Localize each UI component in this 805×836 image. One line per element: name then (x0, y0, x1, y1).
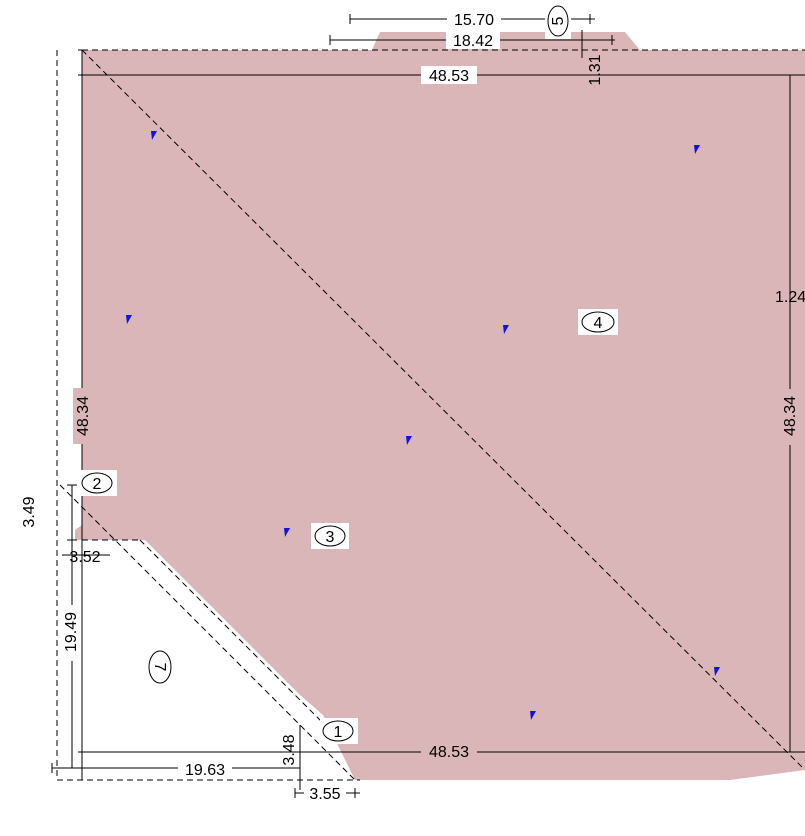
dim-bottom-left: 19.63 (185, 762, 225, 779)
dim-right-height: 48.34 (782, 396, 799, 436)
dim-left-lower: 19.49 (63, 612, 80, 652)
dim-bottom-full: 48.53 (429, 744, 469, 761)
blue-triangle-marker-icon (714, 667, 720, 676)
region-tag-1: 1 (334, 724, 343, 741)
dim-right-side: 1.24 (775, 289, 805, 306)
dim-left-small: 3.49 (21, 496, 38, 527)
dim-top-full: 48.53 (429, 68, 469, 85)
dashed-boundaries (56, 49, 805, 781)
dim-top-offset: 1.31 (587, 54, 604, 85)
blue-triangle-marker-icon (530, 711, 536, 720)
region-tags: 1 2 3 4 5 7 (79, 3, 618, 744)
blue-triangle-marker-icon (151, 131, 157, 140)
dim-bottom-small-v: 3.48 (281, 734, 298, 765)
tick-marks (51, 14, 613, 798)
region-tag-4: 4 (594, 315, 603, 332)
region-tag-2: 2 (93, 476, 102, 493)
region-tag-5: 5 (550, 16, 567, 25)
markers (126, 131, 720, 720)
region-tag-3: 3 (326, 529, 335, 546)
region-tag-7: 7 (151, 663, 168, 672)
dim-bottom-small-h: 3.55 (309, 786, 340, 803)
dim-top-short: 15.70 (454, 12, 494, 29)
blue-triangle-marker-icon (284, 528, 290, 537)
blue-triangle-marker-icon (406, 436, 412, 445)
dim-left-height: 48.34 (75, 396, 92, 436)
blue-triangle-marker-icon (694, 145, 700, 154)
dim-top-mid: 18.42 (453, 33, 493, 50)
dimension-labels: 15.70 18.42 48.53 1.31 1.24 48.34 48.34 … (21, 10, 805, 803)
blue-triangle-marker-icon (126, 315, 132, 324)
region-7-void (82, 540, 325, 780)
dim-left-step: 3.52 (69, 549, 100, 566)
blue-triangle-marker-icon (503, 325, 509, 334)
